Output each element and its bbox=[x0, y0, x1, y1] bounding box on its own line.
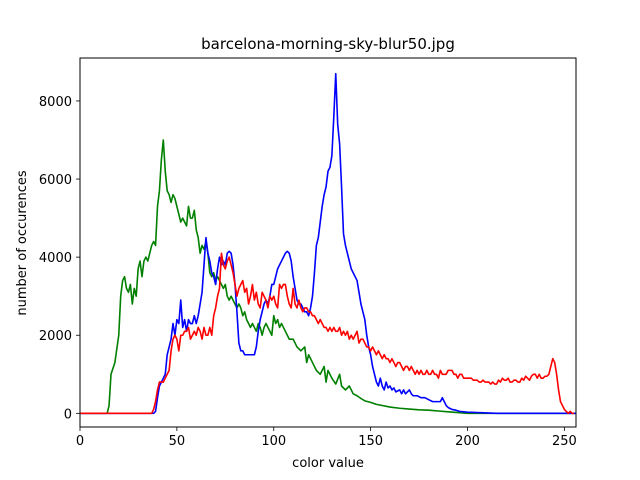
x-tick-label: 100 bbox=[261, 434, 286, 449]
y-tick-label: 4000 bbox=[39, 251, 72, 266]
x-axis-label: color value bbox=[292, 456, 364, 471]
y-tick-label: 0 bbox=[64, 407, 72, 422]
x-axis: 0 50 100 150 200 250 bbox=[76, 427, 577, 449]
chart-title: barcelona-morning-sky-blur50.jpg bbox=[201, 35, 455, 53]
plot-area-frame bbox=[79, 57, 577, 428]
x-tick-label: 50 bbox=[169, 434, 186, 449]
y-axis: 0 2000 4000 6000 8000 bbox=[39, 95, 80, 422]
series-layer bbox=[80, 72, 576, 415]
x-tick-label: 200 bbox=[455, 434, 480, 449]
y-tick-label: 6000 bbox=[39, 173, 72, 188]
x-tick-label: 150 bbox=[358, 434, 383, 449]
x-tick-label: 0 bbox=[76, 434, 84, 449]
x-tick-label: 250 bbox=[552, 434, 577, 449]
y-axis-label: number of occurences bbox=[15, 170, 30, 315]
series-line-0 bbox=[80, 139, 576, 415]
y-tick-label: 8000 bbox=[39, 95, 72, 110]
series-line-2 bbox=[80, 252, 575, 415]
series-line-1 bbox=[80, 72, 576, 415]
y-tick-label: 2000 bbox=[39, 329, 72, 344]
